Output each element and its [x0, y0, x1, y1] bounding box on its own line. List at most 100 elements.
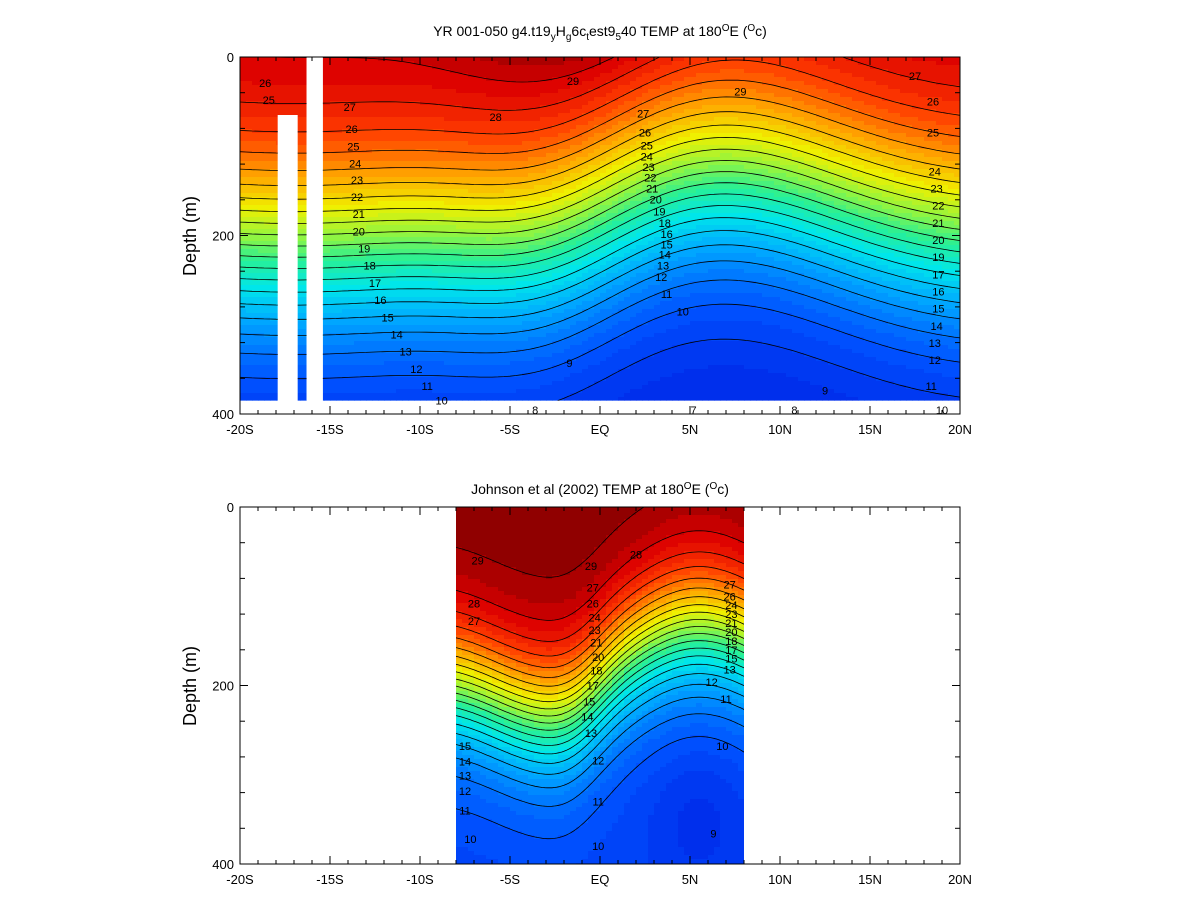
field-cell	[852, 157, 859, 162]
field-cell	[768, 69, 775, 74]
field-cell	[402, 181, 409, 186]
field-cell	[900, 85, 907, 90]
field-cell	[336, 197, 343, 202]
field-cell	[402, 201, 409, 206]
field-cell	[582, 73, 589, 78]
field-cell	[330, 181, 337, 186]
field-cell	[420, 77, 427, 82]
field-cell	[774, 205, 781, 210]
field-cell	[792, 125, 799, 130]
field-cell	[408, 65, 415, 70]
field-cell	[732, 89, 739, 94]
field-cell	[366, 101, 373, 106]
field-cell	[834, 117, 841, 122]
field-cell	[798, 101, 805, 106]
field-cell	[402, 109, 409, 114]
field-cell	[372, 93, 379, 98]
field-cell	[930, 105, 937, 110]
field-cell	[420, 85, 427, 90]
field-cell	[666, 189, 673, 194]
field-cell	[834, 201, 841, 206]
field-cell	[270, 141, 277, 146]
field-cell	[594, 201, 601, 206]
field-cell	[708, 185, 715, 190]
field-cell	[402, 97, 409, 102]
field-cell	[918, 73, 925, 78]
field-cell	[864, 133, 871, 138]
field-cell	[480, 89, 487, 94]
field-cell	[954, 205, 960, 210]
field-cell	[930, 129, 937, 134]
field-cell	[630, 213, 637, 218]
field-cell	[726, 197, 733, 202]
field-cell	[864, 105, 871, 110]
field-cell	[414, 101, 421, 106]
field-cell	[516, 161, 523, 166]
field-cell	[858, 129, 865, 134]
field-cell	[876, 217, 883, 222]
field-cell	[570, 137, 577, 142]
field-cell	[918, 213, 925, 218]
field-cell	[810, 109, 817, 114]
field-cell	[558, 125, 565, 130]
field-cell	[906, 69, 913, 74]
field-cell	[750, 73, 757, 78]
field-cell	[300, 65, 307, 70]
field-cell	[648, 65, 655, 70]
field-cell	[426, 93, 433, 98]
field-cell	[486, 209, 493, 214]
field-cell	[846, 65, 853, 70]
field-cell	[882, 201, 889, 206]
field-cell	[474, 177, 481, 182]
field-cell	[828, 141, 835, 146]
field-cell	[372, 145, 379, 150]
field-cell	[456, 137, 463, 142]
field-cell	[576, 73, 583, 78]
field-cell	[246, 105, 253, 110]
field-cell	[492, 73, 499, 78]
field-cell	[870, 217, 877, 222]
field-cell	[252, 161, 259, 166]
field-cell	[336, 201, 343, 206]
field-cell	[666, 209, 673, 214]
field-cell	[366, 145, 373, 150]
field-cell	[432, 109, 439, 114]
field-cell	[948, 89, 955, 94]
field-cell	[480, 213, 487, 218]
field-cell	[942, 121, 949, 126]
field-cell	[246, 133, 253, 138]
field-cell	[582, 57, 589, 62]
field-cell	[834, 77, 841, 82]
field-cell	[804, 73, 811, 78]
field-cell	[630, 133, 637, 138]
field-cell	[276, 61, 283, 66]
field-cell	[360, 129, 367, 134]
field-cell	[750, 97, 757, 102]
field-cell	[870, 101, 877, 106]
field-cell	[942, 169, 949, 174]
field-cell	[678, 85, 685, 90]
field-cell	[336, 77, 343, 82]
field-cell	[744, 113, 751, 118]
field-cell	[654, 85, 661, 90]
field-cell	[570, 85, 577, 90]
field-cell	[834, 157, 841, 162]
field-cell	[264, 69, 271, 74]
field-cell	[702, 177, 709, 182]
field-cell	[594, 81, 601, 86]
field-cell	[546, 209, 553, 214]
field-cell	[822, 185, 829, 190]
field-cell	[756, 149, 763, 154]
field-cell	[432, 213, 439, 218]
field-cell	[342, 145, 349, 150]
field-cell	[804, 217, 811, 222]
field-cell	[924, 65, 931, 70]
field-cell	[294, 61, 301, 66]
field-cell	[726, 125, 733, 130]
field-cell	[786, 193, 793, 198]
field-cell	[648, 149, 655, 154]
field-cell	[750, 85, 757, 90]
field-cell	[258, 121, 265, 126]
field-cell	[744, 125, 751, 130]
field-cell	[588, 181, 595, 186]
